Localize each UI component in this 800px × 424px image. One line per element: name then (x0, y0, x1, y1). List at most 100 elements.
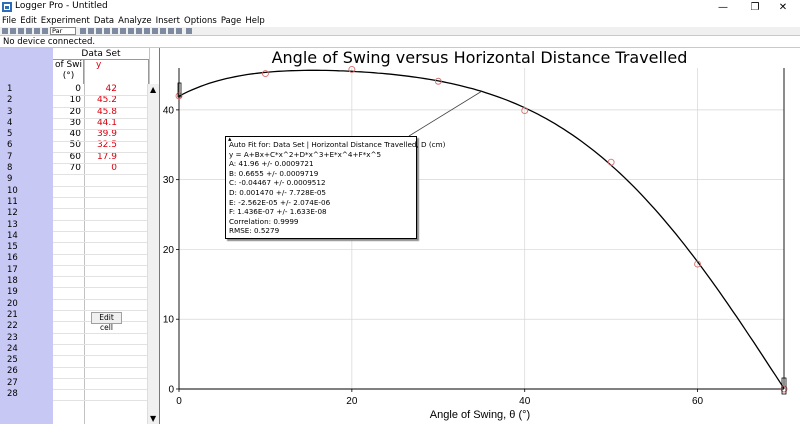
table-row[interactable] (53, 366, 149, 377)
data-collection-icon[interactable] (96, 28, 102, 34)
menu-experiment[interactable]: Experiment (40, 16, 90, 26)
x-cell[interactable]: 30 (69, 117, 81, 128)
menu-options[interactable]: Options (184, 16, 217, 26)
table-row[interactable] (53, 231, 149, 242)
open-file-icon[interactable] (10, 28, 16, 34)
autoscale-icon[interactable] (112, 28, 118, 34)
x-cell[interactable]: 60 (69, 151, 81, 162)
table-row[interactable] (53, 355, 149, 366)
row-number[interactable]: 5 (7, 129, 13, 140)
menu-analyze[interactable]: Analyze (118, 16, 152, 26)
row-number[interactable]: 13 (7, 219, 18, 230)
scroll-up-arrow-icon[interactable]: ▲ (150, 85, 157, 94)
y-column-header[interactable]: y (84, 60, 149, 84)
table-row[interactable]: 40 39.9 (53, 129, 149, 140)
curve-fit-icon[interactable] (176, 28, 182, 34)
maximize-button[interactable]: ❐ (750, 1, 760, 13)
row-number[interactable]: 21 (7, 309, 18, 320)
table-row[interactable] (53, 174, 149, 185)
table-row[interactable] (53, 378, 149, 389)
examine-icon[interactable] (136, 28, 142, 34)
table-row[interactable] (53, 265, 149, 276)
row-number[interactable]: 22 (7, 321, 18, 332)
table-row[interactable] (53, 197, 149, 208)
table-row[interactable] (53, 186, 149, 197)
row-number[interactable]: 25 (7, 355, 18, 366)
linear-fit-icon[interactable] (168, 28, 174, 34)
row-number[interactable]: 15 (7, 242, 18, 253)
row-number[interactable]: 1 (7, 84, 13, 94)
table-row[interactable] (53, 220, 149, 231)
graph-title[interactable]: Angle of Swing versus Horizontal Distanc… (271, 48, 688, 67)
auto-fit-annotation[interactable]: ▴ Auto Fit for: Data Set | Horizontal Di… (225, 135, 445, 239)
row-number[interactable]: 8 (7, 163, 13, 174)
y-cell[interactable]: 44.1 (96, 117, 117, 128)
data-browser-icon[interactable] (80, 28, 86, 34)
table-row[interactable]: 60 17.9 (53, 152, 149, 163)
tangent-icon[interactable] (144, 28, 150, 34)
x-cell[interactable]: 10 (69, 95, 81, 106)
zoom-out-icon[interactable] (128, 28, 134, 34)
table-row[interactable] (53, 333, 149, 344)
row-number[interactable]: 27 (7, 377, 18, 388)
row-number[interactable]: 3 (7, 106, 13, 117)
row-number[interactable]: 16 (7, 253, 18, 264)
menu-data[interactable]: Data (93, 16, 115, 26)
x-cell[interactable]: 0 (75, 84, 81, 94)
row-number[interactable]: 18 (7, 276, 18, 287)
y-cell[interactable]: 42 (105, 84, 117, 94)
zoom-in-icon[interactable] (120, 28, 126, 34)
x-cell[interactable]: 40 (69, 129, 81, 140)
row-number[interactable]: 28 (7, 389, 18, 400)
x-cell[interactable]: 70 (69, 163, 81, 174)
menu-insert[interactable]: Insert (155, 16, 181, 26)
row-number[interactable]: 11 (7, 196, 18, 207)
y-cell[interactable]: 39.9 (96, 129, 117, 140)
page-selector[interactable]: Par (50, 27, 76, 35)
table-row[interactable] (53, 276, 149, 287)
table-row[interactable]: 70 0 (53, 163, 149, 174)
table-row[interactable] (53, 287, 149, 298)
y-cell[interactable]: 0 (111, 163, 117, 174)
y-cell[interactable]: 17.9 (96, 151, 117, 162)
print-icon[interactable] (26, 28, 32, 34)
new-file-icon[interactable] (2, 28, 8, 34)
table-row[interactable]: 0 42 (53, 84, 149, 95)
row-number[interactable]: 7 (7, 151, 13, 162)
dataset-title[interactable]: Data Set (53, 48, 149, 60)
integral-icon[interactable] (152, 28, 158, 34)
table-scrollbar[interactable]: ▲ ▼ (147, 84, 159, 424)
statistics-icon[interactable] (160, 28, 166, 34)
row-number[interactable]: 2 (7, 95, 13, 106)
row-number[interactable]: 12 (7, 208, 18, 219)
table-row[interactable] (53, 208, 149, 219)
y-cell[interactable]: 45.2 (96, 95, 117, 106)
x-column-header[interactable]: of Swi (°) (53, 60, 84, 84)
x-cell[interactable]: 20 (69, 106, 81, 117)
save-icon[interactable] (18, 28, 24, 34)
y-cell[interactable]: 32.5 (96, 140, 117, 151)
minimize-button[interactable]: — (718, 1, 728, 13)
menu-help[interactable]: Help (245, 16, 265, 26)
table-row[interactable] (53, 299, 149, 310)
table-row[interactable]: 50 32.5 (53, 140, 149, 151)
row-number[interactable]: 14 (7, 230, 18, 241)
row-number[interactable]: 17 (7, 264, 18, 275)
zero-icon[interactable] (104, 28, 110, 34)
collect-icon[interactable] (186, 28, 192, 34)
close-button[interactable]: ✕ (778, 1, 788, 13)
row-number[interactable]: 6 (7, 140, 13, 151)
row-number[interactable]: 23 (7, 332, 18, 343)
row-number[interactable]: 10 (7, 185, 18, 196)
annotation-handle-icon[interactable]: ▴ (228, 135, 232, 143)
y-cell[interactable]: 45.8 (96, 106, 117, 117)
table-row[interactable]: 20 45.8 (53, 107, 149, 118)
row-number[interactable]: 20 (7, 298, 18, 309)
table-row[interactable]: 30 44.1 (53, 118, 149, 129)
table-row[interactable] (53, 389, 149, 400)
x-cell[interactable]: 50 (69, 140, 81, 151)
table-row[interactable] (53, 344, 149, 355)
row-number[interactable]: 4 (7, 117, 13, 128)
row-number[interactable]: 24 (7, 343, 18, 354)
menu-edit[interactable]: Edit (20, 16, 37, 26)
